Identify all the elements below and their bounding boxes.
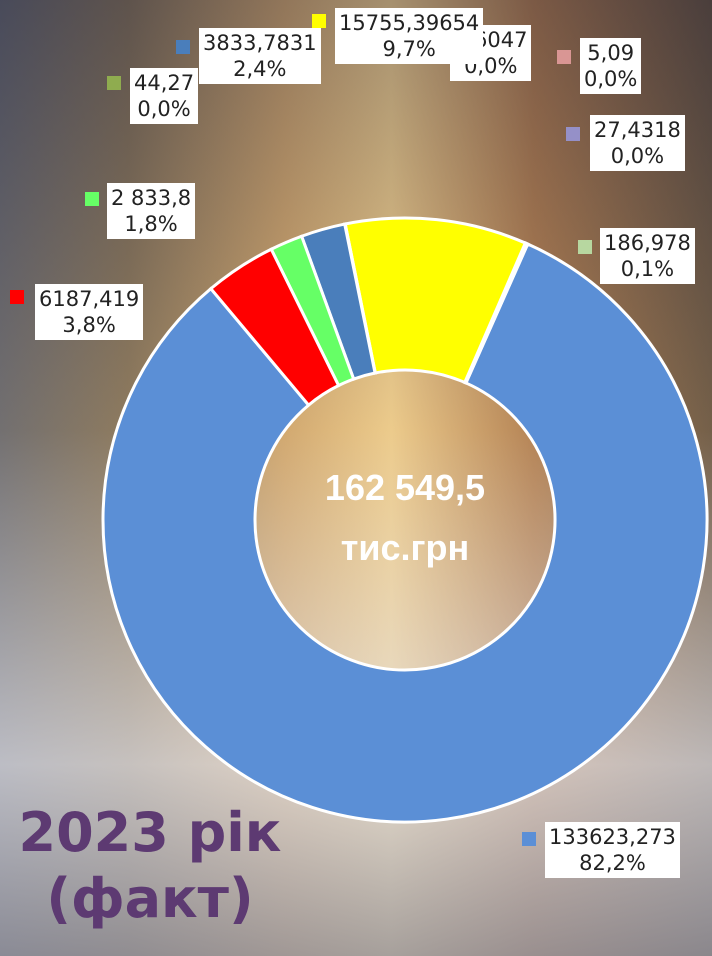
legend-marker	[566, 127, 580, 141]
page: 162 549,5 тис.грн 2023 рік(факт) 0,60470…	[0, 0, 712, 956]
percent-label: 0,1%	[604, 256, 691, 282]
value-label: 186,978	[604, 230, 691, 256]
percent-label: 82,2%	[549, 850, 676, 876]
legend-marker	[176, 40, 190, 54]
value-label: 5,09	[584, 40, 637, 66]
percent-label: 3,8%	[39, 312, 139, 338]
value-label: 6187,419	[39, 286, 139, 312]
percent-label: 9,7%	[339, 36, 479, 62]
legend-marker	[10, 290, 24, 304]
percent-label: 1,8%	[111, 211, 191, 237]
title-line: (факт)	[0, 866, 300, 932]
percent-label: 0,0%	[584, 66, 637, 92]
value-label: 3833,7831	[203, 30, 317, 56]
value-label: 44,27	[134, 70, 194, 96]
legend-marker	[557, 50, 571, 64]
center-value: 162 549,5	[325, 467, 485, 508]
percent-label: 0,0%	[594, 143, 681, 169]
center-unit: тис.грн	[341, 527, 470, 568]
legend-marker	[85, 192, 99, 206]
percent-label: 0,0%	[134, 96, 194, 122]
legend-marker	[578, 240, 592, 254]
legend-marker	[312, 14, 326, 28]
title: 2023 рік(факт)	[0, 800, 300, 932]
legend-marker	[522, 832, 536, 846]
value-label: 2 833,8	[111, 185, 191, 211]
percent-label: 2,4%	[203, 56, 317, 82]
title-line: 2023 рік	[0, 800, 300, 866]
value-label: 15755,39654	[339, 10, 479, 36]
value-label: 27,4318	[594, 117, 681, 143]
value-label: 133623,273	[549, 824, 676, 850]
legend-marker	[107, 76, 121, 90]
